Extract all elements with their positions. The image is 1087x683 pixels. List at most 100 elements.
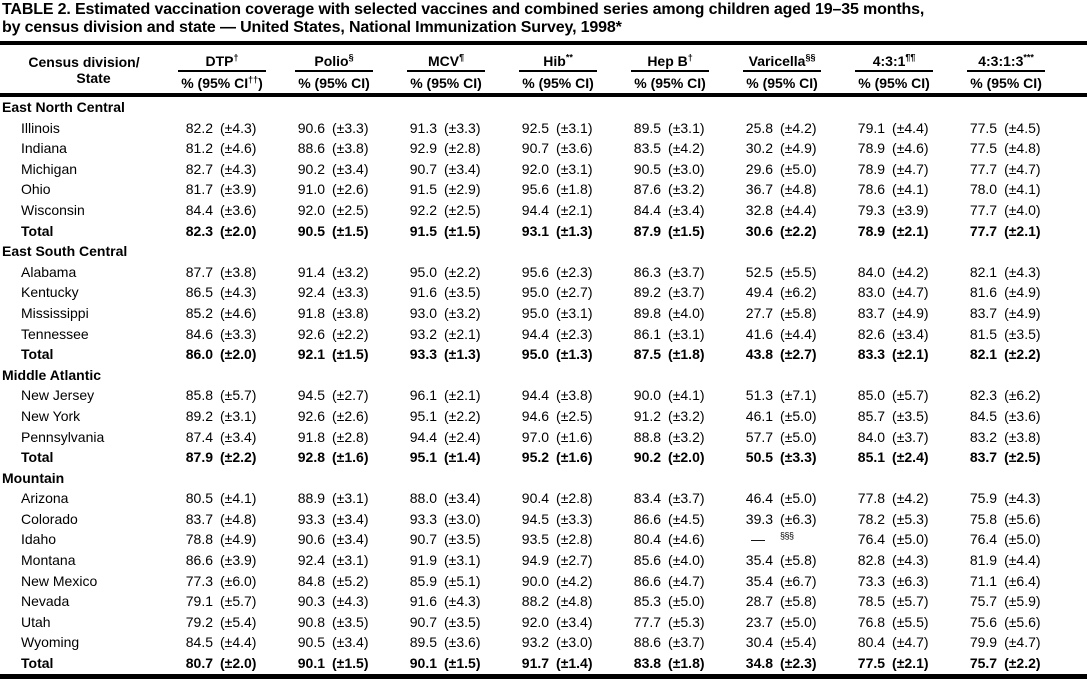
ci-cell-dtp: (±4.1)	[220, 490, 257, 507]
state-row: Michigan 82.7 (±4.3) 90.2 (±3.4) 90.7 (±3.4) 92…	[0, 159, 1087, 180]
pct-cell-4-3-1: 78.9	[857, 222, 886, 239]
row-filler	[1062, 221, 1087, 242]
ci-cell-mcv: (±1.3)	[444, 346, 481, 363]
ci-cell-mcv: (±3.5)	[444, 531, 481, 548]
pct-cell-dtp: 83.7	[185, 510, 213, 527]
state-row: Alabama 87.7 (±3.8) 91.4 (±3.2) 95.0 (±2.2) 95.…	[0, 262, 1087, 283]
ci-cell-4-3-1: (±2.1)	[892, 655, 929, 672]
ci-cell-varicella: (±4.4)	[780, 201, 817, 218]
total-row: Total 87.9 (±2.2) 92.8 (±1.6) 95.1 (±1.4) 95.2 (…	[0, 447, 1087, 468]
ci-cell-hep-b: (±4.5)	[668, 510, 705, 527]
pct-cell-hep-b: 83.8	[633, 655, 662, 672]
pct-cell-varicella: 34.8	[745, 655, 774, 672]
ci-cell-varicella: (±5.0)	[780, 490, 817, 507]
ci-cell-hep-b: (±3.2)	[668, 407, 705, 424]
state-row: Tennessee 84.6 (±3.3) 92.6 (±2.2) 93.2 (±2.1) 9…	[0, 324, 1087, 345]
state-row: Arizona 80.5 (±4.1) 88.9 (±3.1) 88.0 (±3.4) 90.…	[0, 488, 1087, 509]
col-header-varicella: Varicella§§	[726, 43, 838, 70]
footnote-marker: §	[348, 52, 354, 63]
ci-cell-mcv: (±3.4)	[444, 160, 481, 177]
pct-cell-4-3-1-3: 84.5	[969, 407, 998, 424]
pct-cell-4-3-1: 78.9	[857, 160, 886, 177]
pct-cell-mcv: 90.1	[409, 655, 438, 672]
ci-cell-dtp: (±3.6)	[220, 201, 257, 218]
pct-cell-4-3-1: 76.8	[857, 613, 886, 630]
col-header-polio: Polio§	[278, 43, 390, 70]
ci-cell-hep-b: (±1.8)	[668, 346, 705, 363]
state-row: Indiana 81.2 (±4.6) 88.6 (±3.8) 92.9 (±2.8) 90.…	[0, 138, 1087, 159]
pct-cell-4-3-1: 85.0	[857, 387, 886, 404]
pct-cell-polio: 90.6	[297, 119, 326, 136]
ci-cell-4-3-1: (±4.1)	[892, 181, 929, 198]
pct-cell-4-3-1: 77.8	[857, 490, 886, 507]
ci-cell-polio: (±2.2)	[332, 325, 369, 342]
pct-cell-dtp: 80.5	[185, 490, 213, 507]
ci-cell-varicella: (±4.8)	[780, 181, 817, 198]
ci-cell-varicella: (±6.7)	[780, 572, 817, 589]
pct-cell-hib: 92.5	[521, 119, 550, 136]
state-cell: New Jersey	[21, 387, 95, 404]
ci-cell-varicella: (±3.3)	[780, 449, 817, 466]
pct-cell-dtp: 84.4	[185, 201, 213, 218]
row-filler	[1062, 427, 1087, 448]
ci-cell-dtp: (±5.4)	[220, 613, 257, 630]
pct-cell-4-3-1-3: 81.9	[969, 552, 998, 569]
ci-cell-4-3-1: (±3.9)	[892, 201, 929, 218]
ci-cell-4-3-1: (±2.1)	[892, 346, 929, 363]
pct-cell-polio: 84.8	[297, 572, 326, 589]
ci-cell-hib: (±2.1)	[556, 201, 593, 218]
ci-cell-mcv: (±1.4)	[444, 449, 481, 466]
section-row: East North Central	[0, 95, 1087, 118]
ci-cell-dtp: (±3.1)	[220, 407, 257, 424]
row-filler	[1062, 550, 1087, 571]
ci-cell-hib: (±3.1)	[556, 160, 593, 177]
pct-cell-mcv: 93.2	[409, 325, 438, 342]
ci-cell-varicella: (±5.4)	[780, 634, 817, 651]
pct-cell-polio: 90.3	[297, 593, 326, 610]
table-header: Census division/ DTP† Polio§ MCV¶ Hib** Hep …	[0, 43, 1087, 95]
ci-cell-polio: (±3.4)	[332, 160, 369, 177]
pct-cell-4-3-1-3: 75.7	[969, 593, 998, 610]
pct-cell-dtp: 84.6	[185, 325, 213, 342]
ci-cell-varicella: (±2.2)	[780, 222, 817, 239]
ci-cell-hep-b: (±3.1)	[668, 325, 705, 342]
pct-cell-mcv: 95.1	[409, 407, 438, 424]
pct-cell-varicella: 43.8	[745, 346, 774, 363]
ci-cell-varicella: (±5.0)	[780, 613, 817, 630]
pct-cell-mcv: 95.1	[409, 449, 438, 466]
pct-cell-hep-b: 77.7	[633, 613, 662, 630]
state-cell: Arizona	[21, 490, 69, 507]
pct-cell-polio: 91.0	[297, 181, 326, 198]
pct-cell-4-3-1-3: 71.1	[969, 572, 998, 589]
ci-cell-dtp: (±2.2)	[220, 449, 257, 466]
row-filler	[1062, 406, 1087, 427]
pct-cell-4-3-1-3: 81.5	[969, 325, 998, 342]
pct-cell-dtp: 81.2	[185, 140, 213, 157]
pct-cell-hib: 90.0	[521, 572, 550, 589]
ci-cell-4-3-1-3: (±5.6)	[1004, 613, 1041, 630]
ci-cell-hep-b: (±3.2)	[668, 428, 705, 445]
ci-cell-hib: (±1.3)	[556, 346, 593, 363]
ci-cell-4-3-1: (±4.2)	[892, 263, 929, 280]
pct-cell-hib: 97.0	[521, 428, 550, 445]
ci-cell-4-3-1-3: (±3.5)	[1004, 325, 1041, 342]
ci-cell-4-3-1: (±4.9)	[892, 304, 929, 321]
col-header-4-3-1-3: 4:3:1:3***	[950, 43, 1062, 70]
ci-cell-hib: (±4.8)	[556, 593, 593, 610]
col-subheader-label: % (95% CI††)	[178, 70, 266, 91]
state-cell: Michigan	[21, 160, 78, 177]
pct-cell-4-3-1-3: 83.7	[969, 449, 998, 466]
pct-cell-polio: 92.0	[297, 201, 326, 218]
pct-cell-4-3-1: 76.4	[857, 531, 886, 548]
pct-cell-mcv: 93.3	[409, 510, 438, 527]
pct-cell-4-3-1: 84.0	[857, 263, 886, 280]
col-subheader-dtp: % (95% CI††)	[166, 70, 278, 95]
ci-cell-hib: (±2.3)	[556, 325, 593, 342]
state-row: New Mexico 77.3 (±6.0) 84.8 (±5.2) 85.9 (±5.1)…	[0, 571, 1087, 592]
ci-cell-4-3-1: (±4.3)	[892, 552, 929, 569]
col-subheader-4-3-1-3: % (95% CI)	[950, 70, 1062, 95]
ci-cell-4-3-1: (±4.7)	[892, 284, 929, 301]
pct-cell-polio: 90.8	[297, 613, 326, 630]
pct-cell-hep-b: 86.6	[633, 572, 662, 589]
